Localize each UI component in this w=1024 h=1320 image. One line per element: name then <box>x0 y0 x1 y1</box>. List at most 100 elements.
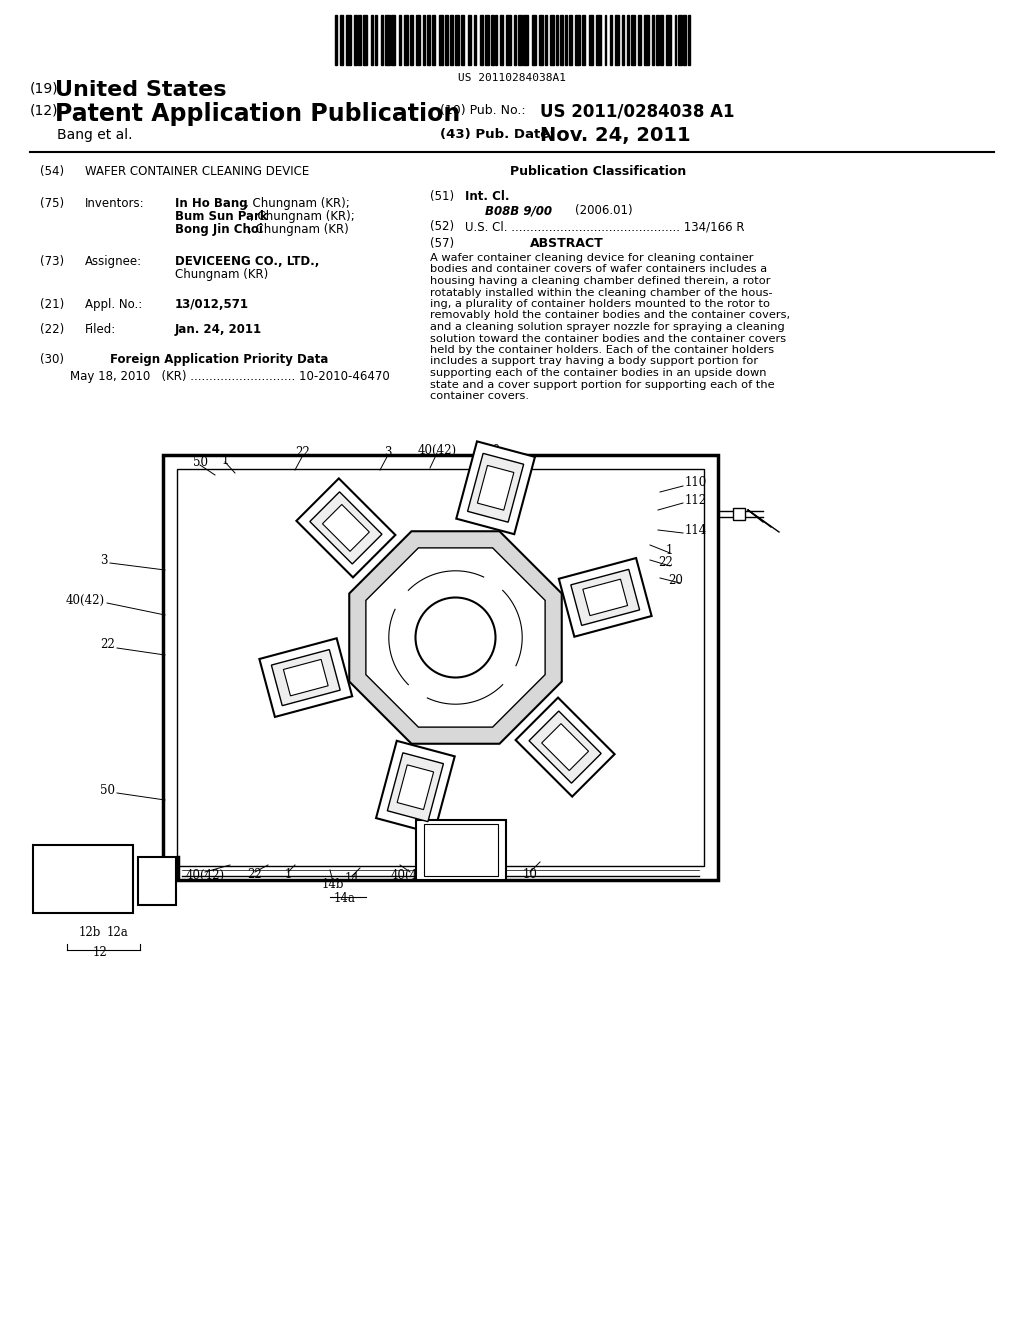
Text: 50: 50 <box>100 784 115 796</box>
Bar <box>495 15 497 65</box>
Bar <box>660 15 664 65</box>
Bar <box>391 15 395 65</box>
Polygon shape <box>457 441 535 535</box>
Text: (10) Pub. No.:: (10) Pub. No.: <box>440 104 525 117</box>
Text: DEVICEENG CO., LTD.,: DEVICEENG CO., LTD., <box>175 255 319 268</box>
Text: Appl. No.:: Appl. No.: <box>85 298 142 312</box>
Bar <box>358 15 360 65</box>
Bar <box>177 469 705 866</box>
Bar <box>675 15 677 65</box>
Text: 10: 10 <box>522 869 538 882</box>
Text: and a cleaning solution sprayer nozzle for spraying a cleaning: and a cleaning solution sprayer nozzle f… <box>430 322 784 333</box>
Text: bodies and container covers of wafer containers includes a: bodies and container covers of wafer con… <box>430 264 767 275</box>
Bar <box>683 15 686 65</box>
Bar <box>385 15 390 65</box>
Text: 3: 3 <box>100 553 108 566</box>
Bar <box>604 15 606 65</box>
Bar <box>403 15 409 65</box>
Text: (57): (57) <box>430 238 454 249</box>
Bar <box>410 15 413 65</box>
Text: 12a: 12a <box>106 927 128 940</box>
Bar <box>354 15 357 65</box>
Text: , Chungnam (KR);: , Chungnam (KR); <box>250 210 354 223</box>
Text: Filed:: Filed: <box>85 323 117 337</box>
Polygon shape <box>323 504 370 552</box>
Text: Assignee:: Assignee: <box>85 255 142 268</box>
Text: (75): (75) <box>40 197 65 210</box>
Text: 40(42): 40(42) <box>66 594 105 606</box>
Bar <box>468 15 470 65</box>
Text: 110: 110 <box>685 477 708 490</box>
Polygon shape <box>397 764 433 809</box>
Bar <box>596 15 601 65</box>
Text: 40(42): 40(42) <box>390 869 429 882</box>
Text: US 20110284038A1: US 20110284038A1 <box>458 73 566 83</box>
Polygon shape <box>271 649 340 706</box>
Text: state and a cover support portion for supporting each of the: state and a cover support portion for su… <box>430 380 774 389</box>
Bar <box>439 15 443 65</box>
Text: Bong Jin Choi: Bong Jin Choi <box>175 223 263 236</box>
Text: A wafer container cleaning device for cleaning container: A wafer container cleaning device for cl… <box>430 253 754 263</box>
Bar <box>163 455 718 880</box>
Bar <box>523 15 528 65</box>
Bar <box>733 508 745 520</box>
Bar <box>531 15 537 65</box>
Bar <box>688 15 690 65</box>
Text: 1: 1 <box>221 454 228 466</box>
Text: (54): (54) <box>40 165 65 178</box>
Text: May 18, 2010   (KR) ............................ 10-2010-46470: May 18, 2010 (KR) ......................… <box>70 370 390 383</box>
Bar <box>375 15 377 65</box>
Text: 1: 1 <box>666 544 673 557</box>
Bar <box>638 15 641 65</box>
Bar <box>518 15 521 65</box>
Text: (21): (21) <box>40 298 65 312</box>
Text: 22: 22 <box>100 639 115 652</box>
Polygon shape <box>296 478 395 577</box>
Text: (2006.01): (2006.01) <box>575 205 633 216</box>
Bar <box>500 15 504 65</box>
Bar <box>381 15 383 65</box>
Bar <box>432 15 435 65</box>
Bar <box>539 15 544 65</box>
Text: supporting each of the container bodies in an upside down: supporting each of the container bodies … <box>430 368 767 378</box>
Polygon shape <box>583 579 628 615</box>
Text: includes a support tray having a body support portion for: includes a support tray having a body su… <box>430 356 758 367</box>
Bar <box>678 15 682 65</box>
Bar <box>556 15 558 65</box>
Text: 12: 12 <box>92 945 108 958</box>
Bar <box>417 15 420 65</box>
Text: (30): (30) <box>40 352 63 366</box>
Polygon shape <box>559 558 651 636</box>
Polygon shape <box>477 466 514 510</box>
Text: (19): (19) <box>30 82 58 96</box>
Text: ABSTRACT: ABSTRACT <box>530 238 604 249</box>
Text: Jan. 24, 2011: Jan. 24, 2011 <box>175 323 262 337</box>
Text: removably hold the container bodies and the container covers,: removably hold the container bodies and … <box>430 310 791 321</box>
Text: container covers.: container covers. <box>430 391 529 401</box>
Bar <box>474 15 476 65</box>
Polygon shape <box>259 639 352 717</box>
Bar <box>589 15 593 65</box>
Bar <box>138 857 176 906</box>
Bar <box>575 15 580 65</box>
Text: U.S. Cl. ............................................. 134/166 R: U.S. Cl. ...............................… <box>465 220 744 234</box>
Text: housing having a cleaning chamber defined therein, a rotor: housing having a cleaning chamber define… <box>430 276 770 286</box>
Polygon shape <box>516 697 614 796</box>
Text: solution toward the container bodies and the container covers: solution toward the container bodies and… <box>430 334 786 343</box>
Text: United States: United States <box>55 81 226 100</box>
Text: 50: 50 <box>466 869 480 882</box>
Text: 40(42): 40(42) <box>185 869 224 882</box>
Text: Bum Sun Park: Bum Sun Park <box>175 210 267 223</box>
Text: Chungnam (KR): Chungnam (KR) <box>175 268 268 281</box>
Bar <box>427 15 430 65</box>
Bar <box>371 15 374 65</box>
Text: 14: 14 <box>344 873 359 886</box>
Text: 50: 50 <box>484 444 500 457</box>
Bar <box>398 15 401 65</box>
Bar <box>655 15 658 65</box>
Bar <box>652 15 653 65</box>
Bar <box>456 15 459 65</box>
Bar <box>479 15 482 65</box>
Text: Publication Classification: Publication Classification <box>510 165 686 178</box>
Text: (12): (12) <box>30 104 58 117</box>
